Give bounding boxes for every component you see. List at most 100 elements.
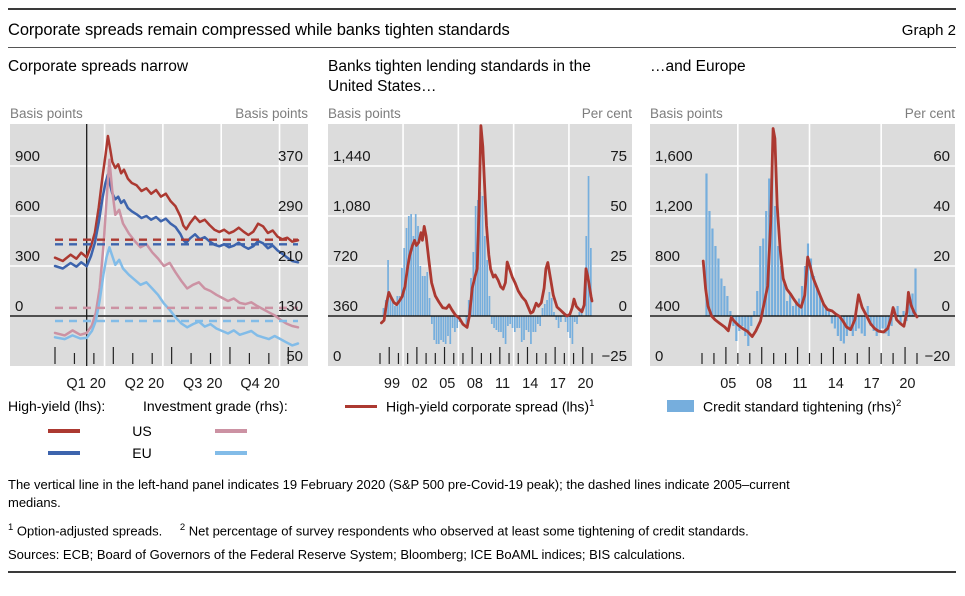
svg-text:11: 11 <box>792 376 807 392</box>
bottom-divider <box>8 571 956 574</box>
page-title: Corporate spreads remain compressed whil… <box>8 21 510 39</box>
svg-text:Q1 20: Q1 20 <box>66 376 106 392</box>
panel-europe-lending-standards: …and Europe Basis points Per cent 1,600 1… <box>650 57 955 394</box>
legends-row: High-yield (lhs): Investment grade (rhs)… <box>8 398 956 464</box>
svg-text:370: 370 <box>278 148 303 165</box>
axis-units-right-panel: Basis points Per cent <box>650 106 955 121</box>
svg-text:50: 50 <box>286 348 303 365</box>
panel-title-middle: Banks tighten lending standards in the U… <box>328 58 591 95</box>
svg-text:130: 130 <box>278 298 303 315</box>
footnote-ref-1: 1 <box>589 398 595 409</box>
svg-text:02: 02 <box>412 376 428 392</box>
x-axis-labels: 99 02 05 08 11 14 17 20 <box>384 376 594 392</box>
legend-label-eu: EU <box>132 445 152 461</box>
high-yield-spread-swatch <box>345 404 377 409</box>
legend-left-panel: High-yield (lhs): Investment grade (rhs)… <box>8 398 308 464</box>
svg-text:17: 17 <box>550 376 566 392</box>
us-high-yield-swatch <box>48 429 80 433</box>
svg-text:720: 720 <box>333 248 358 265</box>
svg-text:11: 11 <box>495 376 510 392</box>
panel-corporate-spreads: Corporate spreads narrow Basis points Ba… <box>8 57 308 394</box>
unit-label-lhs: Basis points <box>328 106 401 121</box>
svg-text:50: 50 <box>610 198 627 215</box>
svg-text:99: 99 <box>384 376 400 392</box>
svg-text:400: 400 <box>655 298 680 315</box>
legend-label-us: US <box>132 423 152 439</box>
svg-text:0: 0 <box>655 348 663 365</box>
y-axis-labels: 900 600 300 0 370 290 210 130 50 <box>15 148 303 365</box>
svg-text:0: 0 <box>15 298 23 315</box>
series-line <box>380 124 594 329</box>
svg-text:05: 05 <box>439 376 455 392</box>
y-axis-labels: 1,600 1,200 800 400 0 60 40 20 0 −20 <box>655 148 950 365</box>
us-lending-standards-chart: 1,440 1,080 720 360 0 75 50 25 0 −25 99 02 05 08 11 14 1… <box>328 124 632 392</box>
panel-us-lending-standards: Banks tighten lending standards in the U… <box>328 57 632 394</box>
svg-text:08: 08 <box>756 376 772 392</box>
x-axis-labels: Q1 20 Q2 20 Q3 20 Q4 20 <box>66 376 279 392</box>
svg-text:−20: −20 <box>925 348 950 365</box>
header-divider <box>8 47 956 48</box>
axis-units-left-panel: Basis points Basis points <box>10 106 308 121</box>
svg-text:Q3 20: Q3 20 <box>183 376 223 392</box>
plot-background <box>650 124 955 366</box>
legend-label-credit-tightening: Credit standard tightening (rhs)2 <box>703 398 902 415</box>
svg-text:210: 210 <box>278 248 303 265</box>
svg-text:60: 60 <box>933 148 950 165</box>
legend-group-high-yield: High-yield (lhs): <box>8 398 106 414</box>
footnote-row: 1 Option-adjusted spreads. 2 Net percent… <box>8 522 956 538</box>
legend-left-headers: High-yield (lhs): Investment grade (rhs)… <box>8 398 308 420</box>
legend-row-eu: EU <box>8 442 308 464</box>
footnote-1-text: Option-adjusted spreads. <box>16 523 163 539</box>
unit-label-lhs: Basis points <box>650 106 723 121</box>
top-divider <box>8 8 956 10</box>
y-axis-labels: 1,440 1,080 720 360 0 75 50 25 0 −25 <box>333 148 627 365</box>
x-axis-ticks <box>701 347 918 364</box>
series-line <box>53 173 300 270</box>
svg-text:20: 20 <box>933 248 950 265</box>
note-line-2: medians. <box>8 495 61 511</box>
eu-investment-grade-swatch <box>215 451 247 455</box>
svg-text:300: 300 <box>15 248 40 265</box>
svg-text:0: 0 <box>333 348 341 365</box>
svg-text:360: 360 <box>333 298 358 315</box>
svg-text:20: 20 <box>577 376 593 392</box>
sources-line: Sources: ECB; Board of Governors of the … <box>8 547 686 563</box>
x-axis-labels: 05 08 11 14 17 20 <box>720 376 915 392</box>
svg-text:25: 25 <box>610 248 627 265</box>
series-line <box>701 127 919 339</box>
svg-text:75: 75 <box>610 148 627 165</box>
legend-label-high-yield-spread: High-yield corporate spread (lhs)1 <box>386 398 595 415</box>
legend-row-us: US <box>8 420 308 442</box>
svg-text:600: 600 <box>15 198 40 215</box>
unit-label-rhs: Per cent <box>904 106 955 121</box>
axis-units-middle-panel: Basis points Per cent <box>328 106 632 121</box>
x-axis-ticks <box>54 347 289 364</box>
panel-title-right: …and Europe <box>650 58 746 75</box>
footnote-ref-2: 2 <box>896 398 902 409</box>
svg-text:14: 14 <box>828 376 844 392</box>
svg-text:17: 17 <box>864 376 880 392</box>
unit-label-lhs: Basis points <box>10 106 83 121</box>
svg-text:800: 800 <box>655 248 680 265</box>
legend-middle-panel: High-yield corporate spread (lhs)1 <box>328 398 632 464</box>
legend-right-panel: Credit standard tightening (rhs)2 <box>650 398 955 464</box>
footnote-2-marker: 2 <box>179 521 186 533</box>
svg-text:Q4 20: Q4 20 <box>240 376 280 392</box>
series-line <box>53 134 300 263</box>
note-line-1: The vertical line in the left-hand panel… <box>8 477 790 492</box>
graph-note: The vertical line in the left-hand panel… <box>8 476 956 513</box>
svg-text:40: 40 <box>933 198 950 215</box>
us-investment-grade-swatch <box>215 429 247 433</box>
charts-row: Corporate spreads narrow Basis points Ba… <box>8 57 956 394</box>
svg-text:05: 05 <box>720 376 736 392</box>
svg-text:1,600: 1,600 <box>655 148 693 165</box>
svg-text:0: 0 <box>942 298 950 315</box>
svg-text:290: 290 <box>278 198 303 215</box>
svg-text:0: 0 <box>619 298 627 315</box>
svg-text:1,440: 1,440 <box>333 148 371 165</box>
footnote-2-text: Net percentage of survey respondents who… <box>188 523 749 539</box>
svg-text:Q2 20: Q2 20 <box>125 376 165 392</box>
header: Corporate spreads remain compressed whil… <box>8 21 956 40</box>
